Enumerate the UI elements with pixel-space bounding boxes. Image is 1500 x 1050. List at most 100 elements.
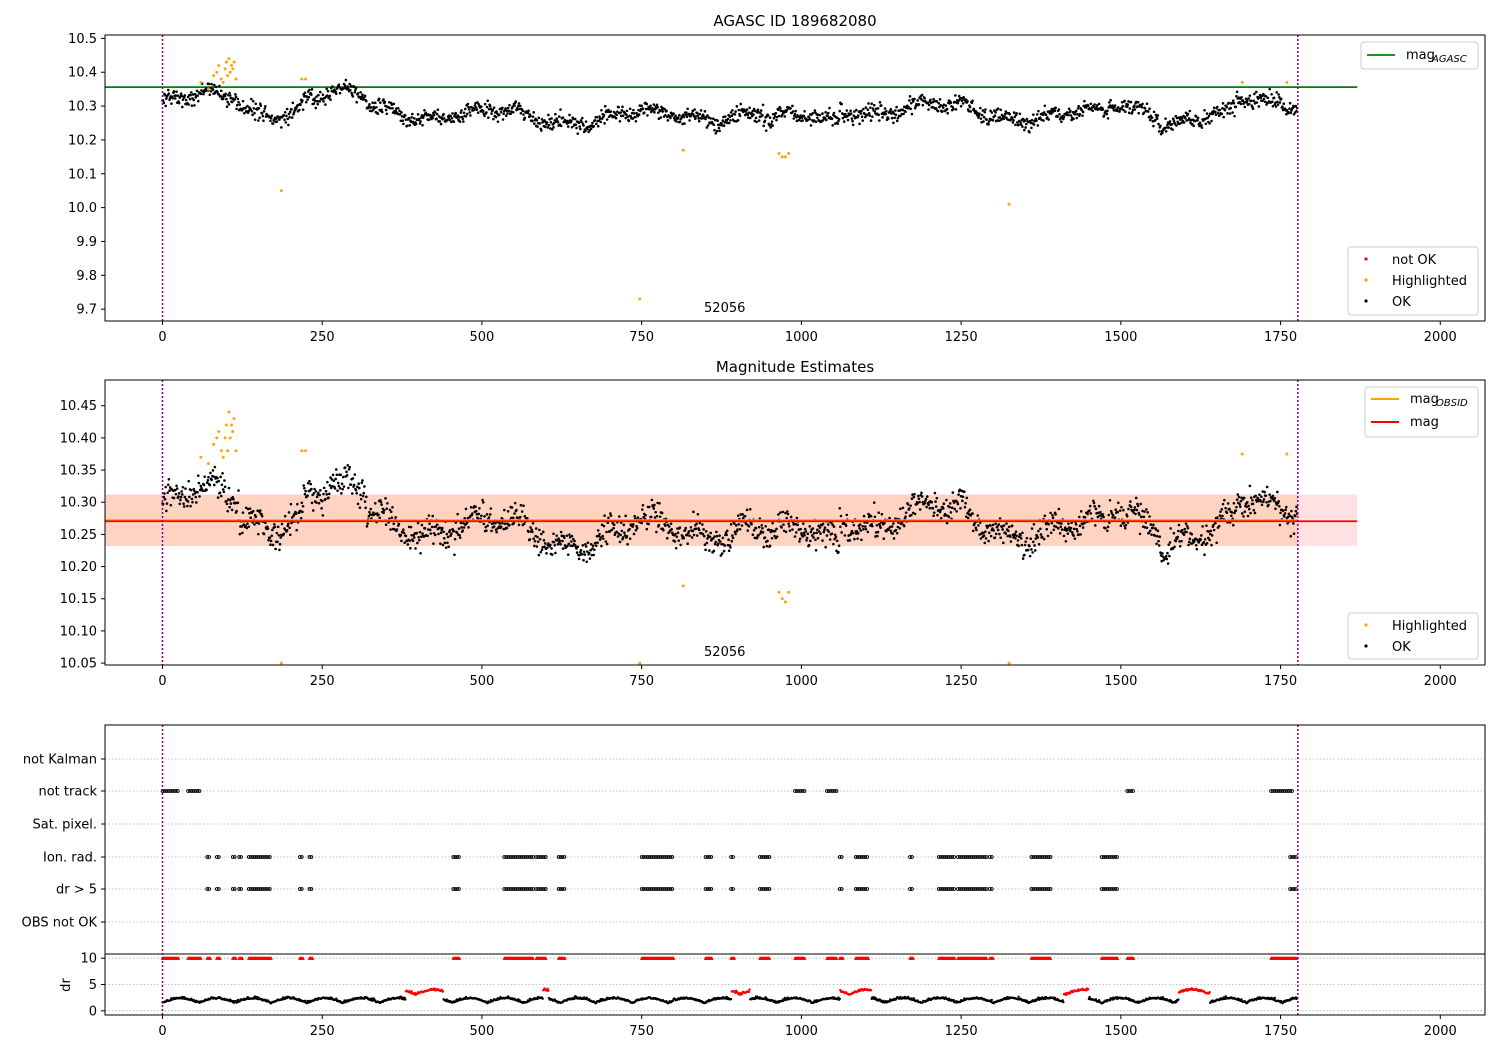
highlighted-point bbox=[217, 63, 221, 67]
x-tick-label: 1500 bbox=[1104, 330, 1137, 345]
ok-point bbox=[1135, 508, 1139, 512]
ok-point bbox=[304, 100, 308, 104]
ok-point bbox=[982, 115, 986, 119]
ok-point bbox=[1024, 122, 1028, 126]
ok-point bbox=[180, 490, 183, 493]
ok-point bbox=[404, 534, 408, 538]
ok-point bbox=[1057, 507, 1061, 511]
ok-point bbox=[1141, 102, 1144, 106]
ok-point bbox=[848, 539, 852, 542]
ok-point bbox=[809, 530, 813, 534]
ok-point bbox=[741, 516, 745, 520]
ok-point bbox=[780, 526, 783, 529]
ok-point bbox=[402, 122, 405, 126]
flag-marker bbox=[796, 789, 801, 793]
ok-point bbox=[538, 528, 541, 532]
ok-point bbox=[908, 507, 911, 510]
ok-point bbox=[1075, 116, 1079, 120]
ok-point bbox=[375, 105, 378, 109]
ok-point bbox=[764, 524, 767, 528]
ok-point bbox=[1260, 94, 1264, 98]
ok-point bbox=[258, 509, 262, 512]
ok-point bbox=[303, 91, 307, 95]
ok-point bbox=[1147, 110, 1150, 113]
ok-point bbox=[714, 540, 718, 544]
ok-point bbox=[541, 530, 545, 534]
ok-point bbox=[725, 121, 729, 125]
ok-point bbox=[1030, 548, 1033, 551]
ok-point bbox=[603, 104, 607, 108]
ok-point bbox=[317, 501, 321, 505]
ok-point bbox=[196, 94, 199, 97]
ok-point bbox=[1065, 111, 1069, 114]
ok-point bbox=[361, 93, 364, 97]
ok-point bbox=[860, 115, 864, 119]
flag-marker bbox=[266, 855, 270, 859]
ok-point bbox=[557, 537, 560, 540]
ok-point bbox=[550, 547, 553, 550]
ok-point bbox=[1088, 504, 1092, 508]
ok-point bbox=[663, 107, 666, 111]
flag-marker bbox=[666, 887, 671, 891]
ok-point bbox=[1093, 504, 1096, 508]
ok-point bbox=[942, 103, 946, 106]
ok-point bbox=[672, 112, 675, 115]
flag-marker bbox=[959, 855, 964, 859]
flag-marker bbox=[946, 855, 951, 859]
ok-point bbox=[920, 98, 923, 101]
ok-point bbox=[945, 107, 949, 111]
ok-point bbox=[1271, 494, 1275, 498]
flag-marker bbox=[309, 855, 314, 859]
ok-point bbox=[862, 527, 865, 531]
ok-point bbox=[637, 113, 641, 116]
dr-clipped-marker bbox=[544, 956, 548, 960]
ok-point bbox=[1021, 531, 1024, 535]
highlighted-point bbox=[780, 597, 784, 601]
ok-point bbox=[198, 488, 202, 492]
ok-point bbox=[253, 111, 256, 115]
ok-point bbox=[734, 110, 737, 113]
ok-point bbox=[416, 521, 420, 525]
ok-point bbox=[718, 540, 722, 543]
ok-point bbox=[1134, 100, 1138, 104]
flag-marker bbox=[1274, 789, 1279, 793]
ok-point bbox=[810, 534, 814, 537]
ok-point bbox=[273, 522, 276, 526]
ok-point bbox=[1116, 501, 1120, 505]
ok-point bbox=[757, 525, 761, 529]
ok-point bbox=[614, 116, 618, 120]
ok-point bbox=[423, 527, 427, 530]
ok-point bbox=[712, 123, 716, 127]
ok-point bbox=[708, 535, 712, 539]
ok-point bbox=[738, 527, 742, 531]
ok-point bbox=[987, 531, 991, 535]
ok-point bbox=[538, 537, 542, 541]
ok-point bbox=[1013, 532, 1017, 536]
ok-point bbox=[894, 109, 897, 112]
ok-point bbox=[214, 85, 218, 89]
ok-point bbox=[527, 530, 530, 534]
ok-point bbox=[1131, 108, 1135, 112]
flag-marker bbox=[940, 855, 945, 859]
ok-point bbox=[701, 533, 705, 536]
ok-point bbox=[572, 537, 575, 541]
ok-point bbox=[407, 116, 411, 120]
ok-point bbox=[492, 106, 496, 109]
ok-point bbox=[1154, 118, 1157, 122]
ok-point bbox=[453, 553, 456, 557]
x-tick-label: 250 bbox=[310, 674, 335, 689]
highlighted-point bbox=[681, 148, 685, 152]
ok-point bbox=[987, 120, 991, 123]
ok-point bbox=[1122, 508, 1125, 512]
ok-point bbox=[164, 485, 167, 489]
ok-point bbox=[556, 539, 559, 542]
ok-point bbox=[1157, 122, 1160, 126]
ok-point bbox=[1073, 112, 1077, 116]
ok-point bbox=[196, 490, 199, 494]
ok-point bbox=[984, 108, 987, 111]
flag-marker bbox=[519, 855, 524, 859]
ok-point bbox=[1056, 527, 1060, 530]
ok-point bbox=[595, 544, 598, 548]
ok-point bbox=[696, 114, 700, 117]
ok-point bbox=[655, 514, 659, 518]
